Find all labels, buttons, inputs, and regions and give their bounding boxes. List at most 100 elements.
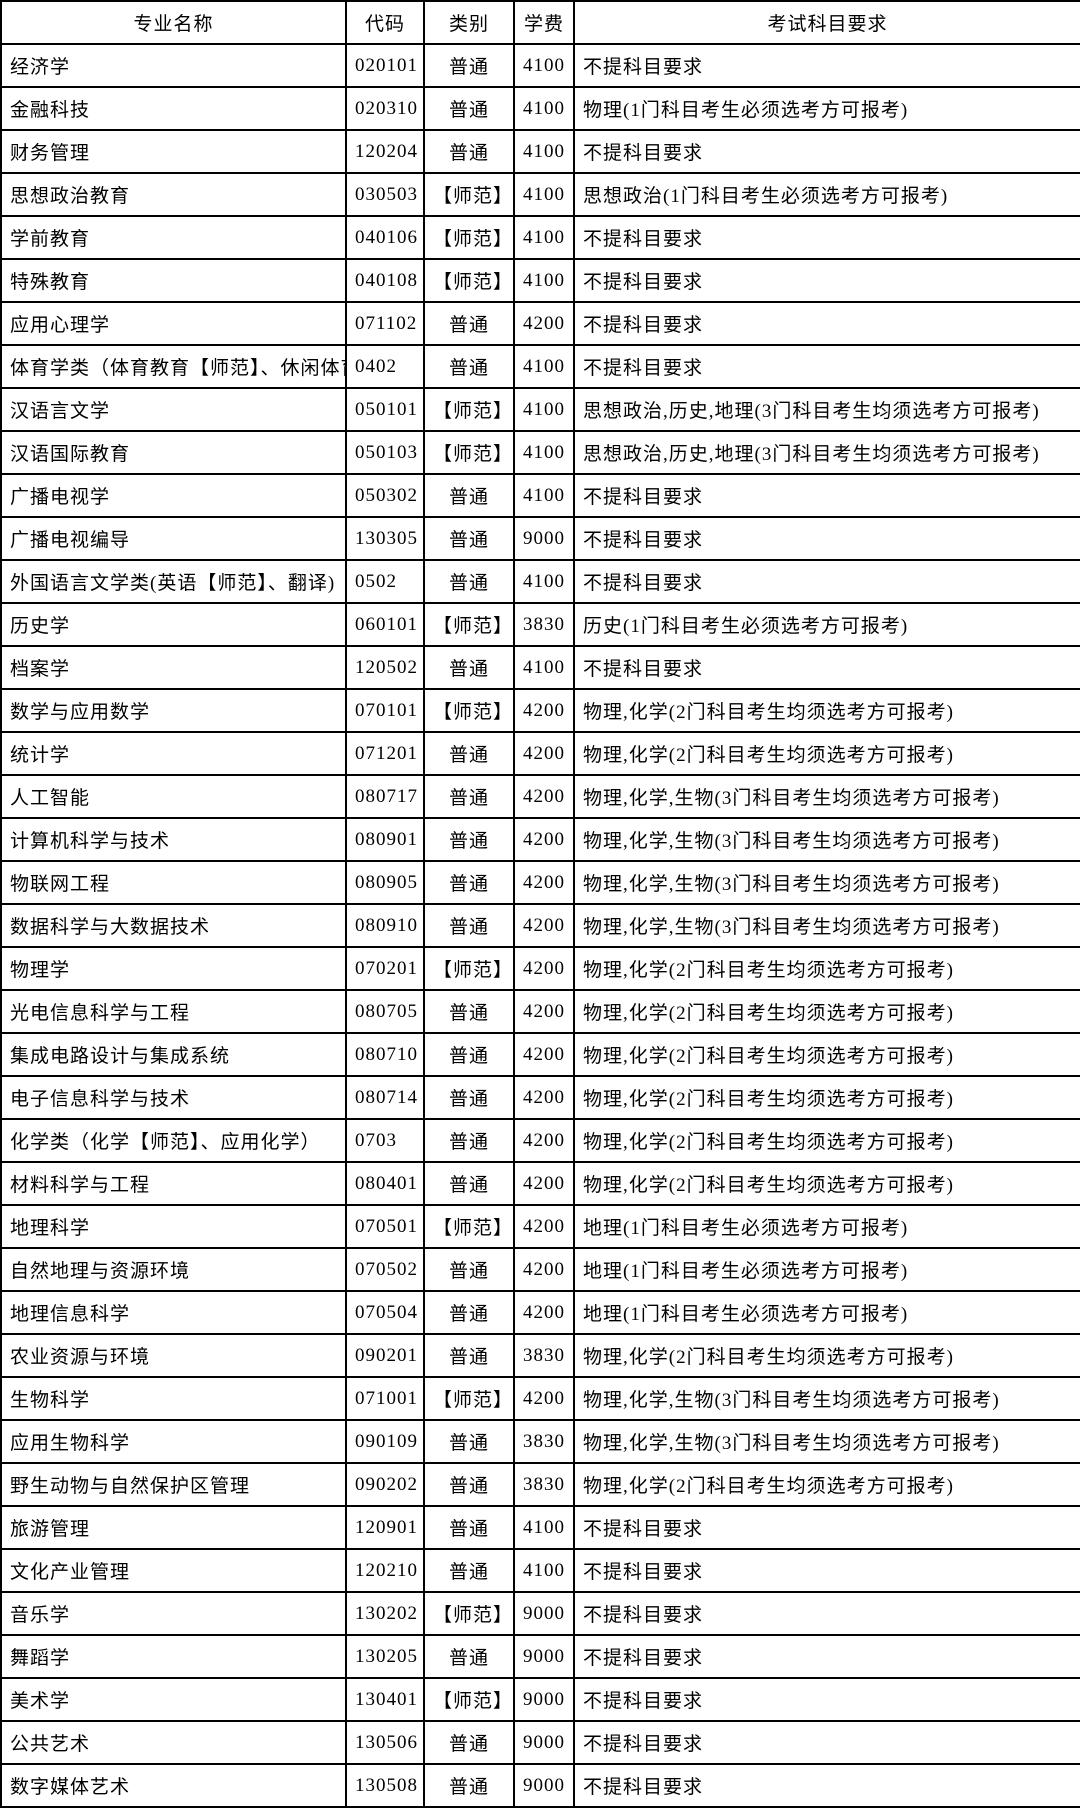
- cell-requirement: 历史(1门科目考生必须选考方可报考): [574, 603, 1080, 646]
- table-row: 数学与应用数学070101【师范】4200物理,化学(2门科目考生均须选考方可报…: [1, 689, 1080, 732]
- cell-requirement: 物理,化学(2门科目考生均须选考方可报考): [574, 1076, 1080, 1119]
- cell-fee: 4200: [514, 818, 574, 861]
- cell-requirement: 物理,化学,生物(3门科目考生均须选考方可报考): [574, 1420, 1080, 1463]
- cell-category: 普通: [424, 990, 514, 1033]
- table-header: 专业名称 代码 类别 学费 考试科目要求: [1, 1, 1080, 44]
- cell-fee: 4200: [514, 990, 574, 1033]
- cell-code: 020310: [346, 87, 424, 130]
- cell-code: 080901: [346, 818, 424, 861]
- table-row: 旅游管理120901普通4100不提科目要求: [1, 1506, 1080, 1549]
- cell-fee: 4100: [514, 216, 574, 259]
- cell-fee: 4200: [514, 904, 574, 947]
- table-row: 公共艺术130506普通9000不提科目要求: [1, 1721, 1080, 1764]
- cell-requirement: 物理,化学,生物(3门科目考生均须选考方可报考): [574, 818, 1080, 861]
- cell-category: 普通: [424, 345, 514, 388]
- cell-requirement: 地理(1门科目考生必须选考方可报考): [574, 1205, 1080, 1248]
- cell-code: 050101: [346, 388, 424, 431]
- col-header-name: 专业名称: [1, 1, 346, 44]
- table-row: 汉语言文学050101【师范】4100思想政治,历史,地理(3门科目考生均须选考…: [1, 388, 1080, 431]
- cell-category: 【师范】: [424, 1592, 514, 1635]
- cell-fee: 3830: [514, 1420, 574, 1463]
- cell-requirement: 不提科目要求: [574, 130, 1080, 173]
- cell-major-name: 广播电视编导: [1, 517, 346, 560]
- table-row: 电子信息科学与技术080714普通4200物理,化学(2门科目考生均须选考方可报…: [1, 1076, 1080, 1119]
- cell-fee: 3830: [514, 1463, 574, 1506]
- cell-major-name: 电子信息科学与技术: [1, 1076, 346, 1119]
- cell-code: 070201: [346, 947, 424, 990]
- cell-category: 普通: [424, 1635, 514, 1678]
- table-row: 思想政治教育030503【师范】4100思想政治(1门科目考生必须选考方可报考): [1, 173, 1080, 216]
- table-row: 计算机科学与技术080901普通4200物理,化学,生物(3门科目考生均须选考方…: [1, 818, 1080, 861]
- cell-major-name: 集成电路设计与集成系统: [1, 1033, 346, 1076]
- cell-category: 普通: [424, 1248, 514, 1291]
- cell-category: 普通: [424, 861, 514, 904]
- cell-code: 080717: [346, 775, 424, 818]
- table-row: 体育学类（体育教育【师范】、休闲体育）0402普通4100不提科目要求: [1, 345, 1080, 388]
- cell-code: 120901: [346, 1506, 424, 1549]
- cell-major-name: 经济学: [1, 44, 346, 87]
- cell-code: 071001: [346, 1377, 424, 1420]
- cell-category: 【师范】: [424, 216, 514, 259]
- cell-fee: 4200: [514, 1291, 574, 1334]
- cell-requirement: 不提科目要求: [574, 560, 1080, 603]
- cell-fee: 4200: [514, 1248, 574, 1291]
- cell-code: 080910: [346, 904, 424, 947]
- cell-major-name: 特殊教育: [1, 259, 346, 302]
- cell-major-name: 外国语言文学类(英语【师范】、翻译): [1, 560, 346, 603]
- cell-category: 普通: [424, 1334, 514, 1377]
- cell-code: 120502: [346, 646, 424, 689]
- cell-category: 普通: [424, 302, 514, 345]
- cell-major-name: 档案学: [1, 646, 346, 689]
- cell-requirement: 思想政治(1门科目考生必须选考方可报考): [574, 173, 1080, 216]
- cell-requirement: 不提科目要求: [574, 44, 1080, 87]
- cell-category: 普通: [424, 775, 514, 818]
- cell-major-name: 财务管理: [1, 130, 346, 173]
- cell-major-name: 公共艺术: [1, 1721, 346, 1764]
- cell-code: 130202: [346, 1592, 424, 1635]
- table-row: 生物科学071001【师范】4200物理,化学,生物(3门科目考生均须选考方可报…: [1, 1377, 1080, 1420]
- table-row: 农业资源与环境090201普通3830物理,化学(2门科目考生均须选考方可报考): [1, 1334, 1080, 1377]
- cell-major-name: 材料科学与工程: [1, 1162, 346, 1205]
- cell-requirement: 不提科目要求: [574, 646, 1080, 689]
- cell-requirement: 不提科目要求: [574, 216, 1080, 259]
- majors-table: 专业名称 代码 类别 学费 考试科目要求 经济学020101普通4100不提科目…: [0, 0, 1080, 1808]
- cell-code: 070101: [346, 689, 424, 732]
- cell-code: 060101: [346, 603, 424, 646]
- cell-fee: 4200: [514, 1033, 574, 1076]
- cell-fee: 3830: [514, 603, 574, 646]
- cell-fee: 4100: [514, 173, 574, 216]
- table-row: 材料科学与工程080401普通4200物理,化学(2门科目考生均须选考方可报考): [1, 1162, 1080, 1205]
- cell-code: 070504: [346, 1291, 424, 1334]
- table-row: 应用心理学071102普通4200不提科目要求: [1, 302, 1080, 345]
- cell-code: 130401: [346, 1678, 424, 1721]
- col-header-code: 代码: [346, 1, 424, 44]
- cell-requirement: 物理,化学,生物(3门科目考生均须选考方可报考): [574, 904, 1080, 947]
- cell-requirement: 物理,化学(2门科目考生均须选考方可报考): [574, 1334, 1080, 1377]
- cell-code: 080401: [346, 1162, 424, 1205]
- cell-requirement: 物理,化学,生物(3门科目考生均须选考方可报考): [574, 775, 1080, 818]
- cell-code: 0502: [346, 560, 424, 603]
- cell-category: 普通: [424, 646, 514, 689]
- cell-requirement: 物理(1门科目考生必须选考方可报考): [574, 87, 1080, 130]
- cell-requirement: 物理,化学(2门科目考生均须选考方可报考): [574, 732, 1080, 775]
- table-row: 档案学120502普通4100不提科目要求: [1, 646, 1080, 689]
- cell-code: 0703: [346, 1119, 424, 1162]
- cell-code: 080905: [346, 861, 424, 904]
- cell-code: 0402: [346, 345, 424, 388]
- cell-major-name: 野生动物与自然保护区管理: [1, 1463, 346, 1506]
- cell-code: 090109: [346, 1420, 424, 1463]
- cell-fee: 4100: [514, 44, 574, 87]
- cell-requirement: 不提科目要求: [574, 517, 1080, 560]
- table-row: 美术学130401【师范】9000不提科目要求: [1, 1678, 1080, 1721]
- table-row: 数据科学与大数据技术080910普通4200物理,化学,生物(3门科目考生均须选…: [1, 904, 1080, 947]
- cell-major-name: 汉语言文学: [1, 388, 346, 431]
- cell-requirement: 物理,化学,生物(3门科目考生均须选考方可报考): [574, 861, 1080, 904]
- cell-major-name: 农业资源与环境: [1, 1334, 346, 1377]
- cell-major-name: 文化产业管理: [1, 1549, 346, 1592]
- cell-category: 普通: [424, 1033, 514, 1076]
- cell-fee: 4200: [514, 1205, 574, 1248]
- cell-major-name: 应用生物科学: [1, 1420, 346, 1463]
- cell-fee: 4200: [514, 1119, 574, 1162]
- cell-fee: 9000: [514, 517, 574, 560]
- cell-category: 普通: [424, 560, 514, 603]
